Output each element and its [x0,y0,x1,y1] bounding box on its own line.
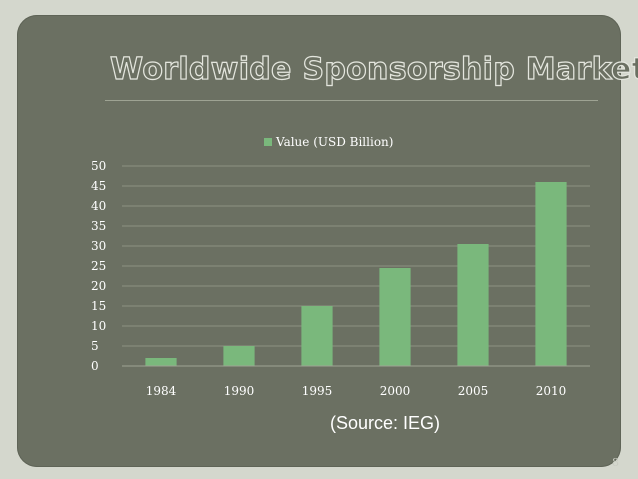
gridlines [122,165,590,347]
bar [379,268,411,366]
x-tick-label: 2005 [458,384,489,398]
y-tick-label: 0 [91,359,99,373]
x-tick-label: 1990 [224,384,255,398]
slide-panel [17,15,621,467]
bar [301,306,333,366]
x-tick-label: 1995 [302,384,333,398]
y-tick-label: 5 [91,339,99,353]
slide-title: Worldwide Sponsorship Market [109,51,638,87]
title-underline [105,100,598,101]
legend: Value (USD Billion) [264,135,393,149]
axes: 0 5 10 15 20 25 30 35 40 45 50 1984 1990 1995 2000 2005… [91,159,590,398]
y-tick-label: 15 [91,299,106,313]
bars [145,182,567,366]
y-tick-label: 45 [91,179,106,193]
x-tick-label: 1984 [146,384,177,398]
y-tick-label: 25 [91,259,106,273]
y-tick-label: 40 [91,199,106,213]
x-tick-label: 2000 [380,384,411,398]
slide-number: 8 [612,456,619,469]
y-tick-label: 10 [91,319,106,333]
legend-label: Value (USD Billion) [275,135,393,149]
source-note: (Source: IEG) [330,413,441,433]
x-tick-label: 2010 [536,384,567,398]
bar [145,358,177,366]
bar [535,182,567,366]
y-tick-label: 35 [91,219,106,233]
legend-swatch [264,138,272,146]
y-tick-label: 50 [91,159,106,173]
bar [223,346,255,366]
y-tick-label: 30 [91,239,106,253]
bar [457,244,489,366]
y-tick-label: 20 [91,279,106,293]
